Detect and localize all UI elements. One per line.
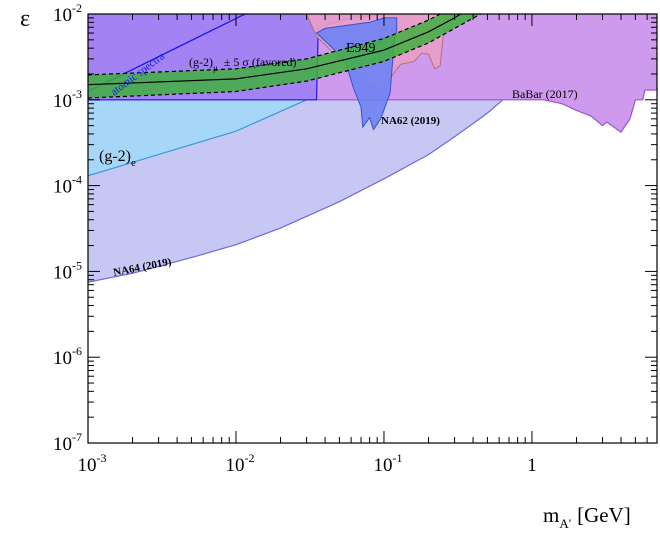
exclusion-regions: [88, 14, 657, 283]
edge-babar-2017: [88, 89, 657, 133]
y-tick-label: 10-3: [53, 87, 82, 112]
gm2-mu-lower-edge: [88, 14, 481, 99]
plot-frame: [87, 13, 658, 444]
x-tick-label: 10-3: [78, 451, 107, 476]
axis-ticks: [87, 13, 658, 444]
y-tick-label: 10-7: [53, 430, 82, 455]
plot-border: [87, 13, 658, 444]
gm2-e-label: (g-2)e: [99, 148, 136, 169]
x-tick-label: 10-1: [373, 451, 402, 476]
gm2-mu-label: (g-2)μ ± 5 σ (favored): [189, 55, 297, 73]
na62-label: NA62 (2019): [381, 115, 440, 127]
tick-labels: 10-3 10-2 10-1 1 10-7 10-6 10-5 10-4 10-3 10-2: [53, 1, 537, 476]
edge-g-2-e: [88, 99, 307, 177]
e949-label: E949: [346, 41, 376, 56]
y-tick-label: 10-2: [53, 1, 82, 26]
x-tick-label: 1: [527, 455, 537, 476]
x-axis-title: mA' [GeV]: [543, 503, 631, 531]
y-tick-label: 10-4: [53, 173, 82, 198]
babar-label: BaBar (2017): [512, 87, 578, 101]
gm2-mu-upper-edge: [88, 14, 441, 76]
y-tick-label: 10-5: [53, 258, 82, 283]
x-tick-label: 10-2: [225, 451, 254, 476]
region-gm2-mu-favored: [88, 14, 481, 98]
y-axis-title: ε: [20, 6, 30, 32]
y-tick-label: 10-6: [53, 344, 82, 369]
